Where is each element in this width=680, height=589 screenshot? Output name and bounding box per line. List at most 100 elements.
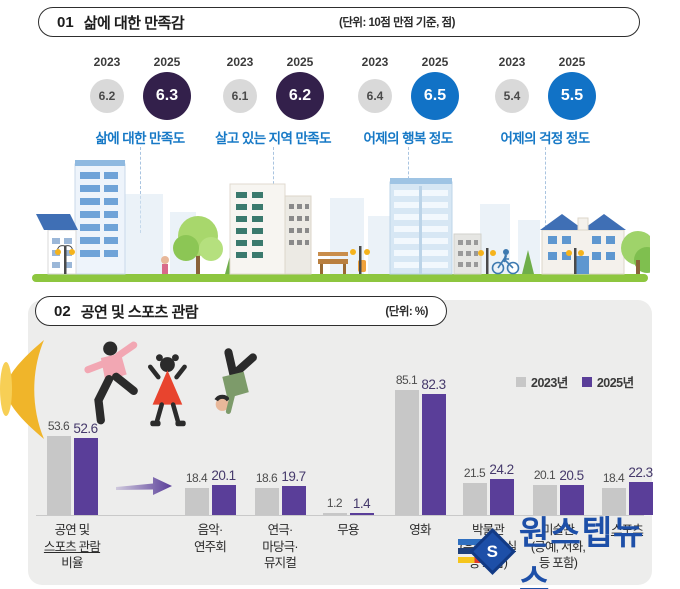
metric-group: 2023 2025 5.4 5.5 어제의 걱정 정도: [480, 55, 610, 147]
value-2025-circle: 6.5: [411, 72, 459, 120]
bar-value-label: 18.4: [185, 471, 208, 485]
section2-header: 02 공연 및 스포츠 관람 (단위: %): [35, 296, 447, 326]
bar-2025년: [628, 482, 653, 515]
metric-label: 어제의 행복 정도: [363, 131, 453, 146]
bar-2023년: [532, 485, 557, 515]
bar-value-label: 52.6: [73, 421, 98, 436]
category-label: 연극· 마당극· 뮤지컬: [232, 522, 328, 572]
legend-2023: 2023년: [516, 372, 568, 391]
section1-unit: (단위: 10점 만점 기준, 점): [339, 17, 455, 29]
bar-value-label: 53.6: [47, 419, 70, 433]
year-row: 2023 2025: [208, 55, 338, 70]
category-label: 영화: [372, 522, 468, 539]
cityscape-illustration: [32, 160, 650, 282]
value-2025-circle: 6.2: [276, 72, 324, 120]
year-2023-label: 2023: [226, 55, 254, 69]
bar-2023년: [462, 483, 487, 515]
category-label: 무용: [300, 522, 396, 539]
watermark-text: 원스텝뉴스: [518, 514, 645, 589]
section2-title: 공연 및 스포츠 관람: [80, 303, 199, 321]
dancer-icon: [214, 348, 257, 414]
circle-row: 6.2 6.3: [75, 70, 205, 126]
category-label-line: 마당극·: [262, 539, 298, 554]
watermark-logo: S: [458, 528, 516, 577]
section1-header: 01 삶에 대한 만족감 (단위: 10점 만점 기준, 점): [38, 7, 640, 37]
value-2023-circle: 6.1: [223, 79, 257, 113]
bar-value-label: 20.5: [559, 468, 584, 483]
bar-value-label: 24.2: [489, 462, 514, 477]
category-label-line: 등 포함): [538, 556, 578, 570]
circle-row: 6.4 6.5: [343, 70, 473, 126]
bar-2023년: [322, 513, 347, 515]
metric-group: 2023 2025 6.2 6.3 삶에 대한 만족도: [75, 55, 205, 147]
logo-letter: S: [486, 541, 499, 561]
metric-label: 어제의 걱정 정도: [500, 131, 590, 146]
category-label-line: 뮤지컬: [263, 556, 297, 570]
category-label-line: 비율: [61, 556, 83, 570]
megaphone-icon: [0, 340, 44, 439]
watermark: S 원스텝뉴스: [458, 514, 673, 589]
category-label-line: 음악·: [197, 523, 224, 537]
category-label-line: 스포츠 관람: [43, 539, 101, 554]
bar-value-label: 1.2: [326, 496, 343, 510]
bar-2023년: [254, 488, 279, 515]
year-2023-label: 2023: [361, 55, 389, 69]
category-label: 스포츠: [579, 522, 675, 539]
category-label: 미술관 (공예, 서화, 등 포함): [510, 522, 606, 572]
section1-number: 01: [57, 13, 74, 31]
category-label-line: 미술관: [541, 523, 575, 537]
section2-unit: (단위: %): [385, 306, 428, 318]
category-label: 음악· 연주회: [162, 522, 258, 555]
bar-2025년: [211, 485, 236, 515]
dancer-icon: [84, 341, 138, 425]
bar-value-label: 82.3: [421, 377, 446, 392]
legend-2023-label: 2023년: [531, 376, 568, 390]
chart-baseline: [36, 515, 644, 516]
bar-value-label: 20.1: [211, 468, 236, 483]
year-2023-label: 2023: [93, 55, 121, 69]
category-label-line: 연극·: [267, 523, 294, 537]
bar-value-label: 1.4: [352, 496, 371, 511]
bar-2023년: [601, 488, 626, 515]
chart-panel: 2023년 2025년 53.6 52.6 공연 및 스포츠 관람 비율 18.4 20.1…: [28, 300, 653, 585]
year-2023-label: 2023: [498, 55, 526, 69]
year-2025-label: 2025: [153, 55, 181, 69]
section2-number: 02: [54, 302, 71, 320]
bar-2025년: [349, 513, 374, 515]
metric-label: 삶에 대한 만족도: [95, 131, 185, 146]
category-label-line: 공연 및: [54, 523, 91, 537]
category-label-line: 무용: [337, 523, 359, 537]
circle-row: 6.1 6.2: [208, 70, 338, 126]
logo-diamond: S: [469, 528, 516, 575]
bar-2023년: [184, 488, 209, 515]
value-2023-circle: 6.4: [358, 79, 392, 113]
dashed-guide-line: [140, 147, 141, 233]
circle-row: 5.4 5.5: [480, 70, 610, 126]
dashed-guide-line: [545, 147, 546, 233]
value-2023-circle: 5.4: [495, 79, 529, 113]
category-label-line: 연주회: [193, 539, 227, 554]
bar-2023년: [46, 436, 71, 515]
year-row: 2023 2025: [343, 55, 473, 70]
value-2025-circle: 6.3: [143, 72, 191, 120]
section1-title: 삶에 대한 만족감: [83, 14, 185, 32]
bar-2025년: [73, 438, 98, 515]
bar-value-label: 21.5: [463, 466, 486, 480]
bar-2023년: [394, 390, 419, 515]
category-label-line: 스포츠: [610, 523, 644, 537]
value-2025-circle: 5.5: [548, 72, 596, 120]
bar-value-label: 18.6: [255, 471, 278, 485]
legend-2025-label: 2025년: [596, 376, 634, 390]
year-row: 2023 2025: [480, 55, 610, 70]
legend-2025: 2025년: [581, 372, 634, 391]
legend-2025-swatch: [581, 376, 592, 387]
year-2025-label: 2025: [558, 55, 586, 69]
value-2023-circle: 6.2: [90, 79, 124, 113]
legend-2023-swatch: [516, 376, 526, 387]
year-2025-label: 2025: [286, 55, 314, 69]
bar-value-label: 22.3: [628, 465, 653, 480]
bar-value-label: 18.4: [602, 471, 625, 485]
category-label-line: (공예, 서화,: [530, 539, 586, 554]
